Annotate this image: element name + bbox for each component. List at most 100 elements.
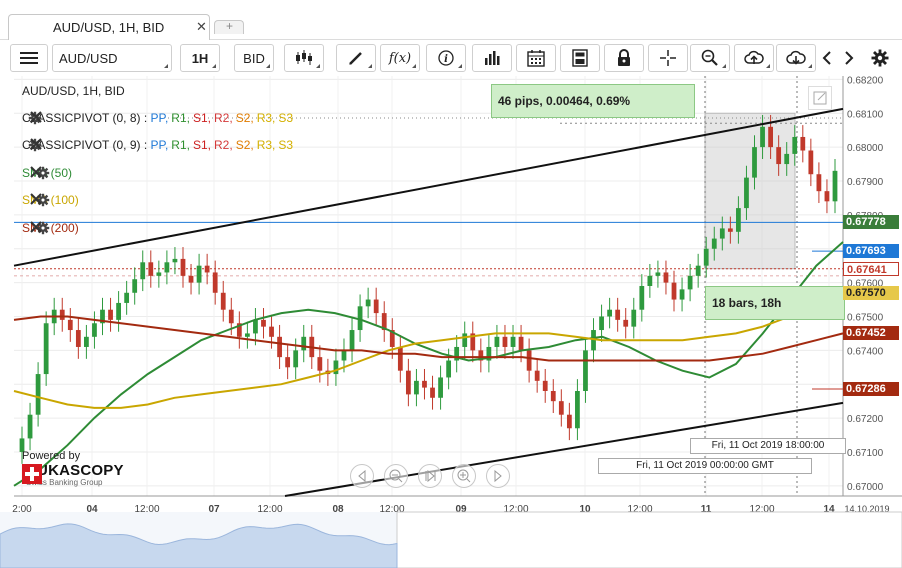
close-icon[interactable] — [30, 193, 42, 205]
close-icon[interactable] — [30, 166, 42, 178]
upload-button[interactable] — [734, 44, 774, 72]
y-tick-label: 0.67000 — [847, 482, 884, 493]
legend-sma-200[interactable]: SMA (200) — [22, 221, 79, 235]
triangle-left-icon — [358, 469, 366, 483]
candle-type-icon — [296, 50, 312, 65]
side-select[interactable]: BID — [234, 44, 274, 72]
chevron-down-icon — [368, 64, 372, 68]
legend-pivot-1[interactable]: CLASSICPIVOT (0, 8) : PP, R1, S1, R2, S2… — [22, 111, 293, 125]
scroll-right-button[interactable] — [838, 44, 860, 72]
price-chart[interactable]: 0.67000 0.67100 0.67200 0.67400 0.67500 0.676… — [0, 76, 902, 568]
period-select[interactable]: 1H — [180, 44, 220, 72]
zoom-in-button[interactable] — [452, 464, 476, 488]
instrument-select[interactable]: AUD/USD — [52, 44, 172, 72]
tab-bar: AUD/USD, 1H, BID ✕ + — [0, 0, 902, 40]
reset-zoom-button[interactable] — [418, 464, 442, 488]
crosshair-button[interactable] — [648, 44, 688, 72]
x-tick-label: 07 — [208, 504, 220, 515]
close-icon[interactable] — [30, 111, 42, 123]
candle-body — [784, 153, 790, 165]
pivot-s1: S1, — [192, 138, 211, 152]
tab-audusd[interactable]: AUD/USD, 1H, BID ✕ — [8, 14, 210, 40]
candle-body — [550, 391, 556, 402]
pivot-sep: : — [140, 138, 151, 152]
logo-tagline: Swiss Banking Group — [26, 478, 103, 487]
chart-type-button[interactable] — [284, 44, 324, 72]
chart-area[interactable]: 0.67000 0.67100 0.67200 0.67400 0.67500 0.676… — [0, 76, 902, 568]
dukascopy-logo: DUKASCOPY Swiss Banking Group — [22, 462, 124, 487]
candle-body — [446, 360, 452, 378]
legend-pivot-2[interactable]: CLASSICPIVOT (0, 9) : PP, R1, S1, R2, S2… — [22, 138, 293, 152]
scroll-left-button[interactable] — [816, 44, 838, 72]
nav-forward-button[interactable] — [486, 464, 510, 488]
navigator-window — [396, 511, 902, 568]
sma-200-label: SMA (200) — [22, 221, 79, 235]
candle-body — [188, 275, 194, 283]
candle-body — [261, 319, 266, 327]
info-button[interactable]: i — [426, 44, 466, 72]
sma-line — [13, 315, 844, 362]
candle-body — [486, 346, 492, 361]
candle-body — [285, 357, 291, 368]
candle-body — [470, 333, 476, 351]
navigator-area — [0, 523, 398, 568]
sma-line — [13, 241, 844, 487]
indicators-button[interactable]: f(x) — [380, 44, 420, 72]
candle-body — [35, 374, 41, 415]
download-button[interactable] — [776, 44, 816, 72]
expand-button[interactable] — [808, 86, 832, 110]
x-tick-label: 2:00 — [12, 504, 32, 515]
pivot-pp: PP, — [150, 138, 169, 152]
x-tick-label: 11 — [701, 504, 712, 515]
candle-body — [333, 360, 339, 375]
close-icon[interactable] — [30, 138, 42, 150]
x-tick-label: 12:00 — [627, 504, 652, 515]
candle-body — [679, 289, 685, 300]
tab-label: AUD/USD, 1H, BID — [53, 20, 165, 35]
tab-close-icon[interactable]: ✕ — [196, 19, 207, 34]
nav-back-button[interactable] — [350, 464, 374, 488]
zoom-out-button[interactable] — [384, 464, 408, 488]
zoom-button[interactable] — [690, 44, 730, 72]
drawing-tools-button[interactable] — [336, 44, 376, 72]
pivot-s2: S2, — [235, 138, 254, 152]
lock-icon — [618, 49, 630, 66]
candle-body — [800, 136, 806, 151]
pivot-r3: R3, — [256, 138, 276, 152]
lock-button[interactable] — [604, 44, 644, 72]
chevron-down-icon — [722, 64, 726, 68]
candle-body — [204, 265, 210, 273]
candle-body — [100, 309, 105, 324]
chevron-down-icon — [316, 64, 320, 68]
legend-sma-100[interactable]: SMA (100) — [22, 193, 79, 207]
candle-body — [832, 170, 838, 202]
zoom-in-icon — [457, 469, 471, 483]
candle-body — [502, 336, 508, 347]
candle-body — [776, 147, 782, 165]
measure-info-box: 46 pips, 0.00464, 0.69% — [491, 84, 695, 118]
logo-name: DUKASCOPY — [26, 462, 124, 479]
y-tick-label: 0.67600 — [847, 279, 884, 290]
close-icon[interactable] — [30, 221, 42, 233]
add-tab-button[interactable]: + — [214, 19, 244, 34]
candle-body — [752, 147, 757, 178]
candle-body — [454, 346, 460, 361]
candle-body — [116, 302, 121, 320]
calendar-button[interactable] — [516, 44, 556, 72]
settings-icon — [871, 49, 889, 67]
trendline-lower — [284, 401, 844, 497]
candle-body — [236, 323, 242, 337]
menu-button[interactable] — [10, 44, 48, 72]
legend-title-text: AUD/USD, 1H, BID — [22, 84, 125, 98]
pivot-r3: R3, — [256, 111, 276, 125]
legend-sma-50[interactable]: SMA (50) — [22, 166, 72, 180]
x-tick-label: 12:00 — [134, 504, 159, 515]
volume-button[interactable] — [472, 44, 512, 72]
candle-body — [518, 336, 524, 351]
candle-body — [792, 136, 798, 154]
svg-text:i: i — [444, 54, 448, 65]
candle-body — [534, 370, 540, 381]
settings-button[interactable] — [866, 44, 894, 72]
calculator-button[interactable] — [560, 44, 600, 72]
x-tick-label: 04 — [86, 504, 98, 515]
